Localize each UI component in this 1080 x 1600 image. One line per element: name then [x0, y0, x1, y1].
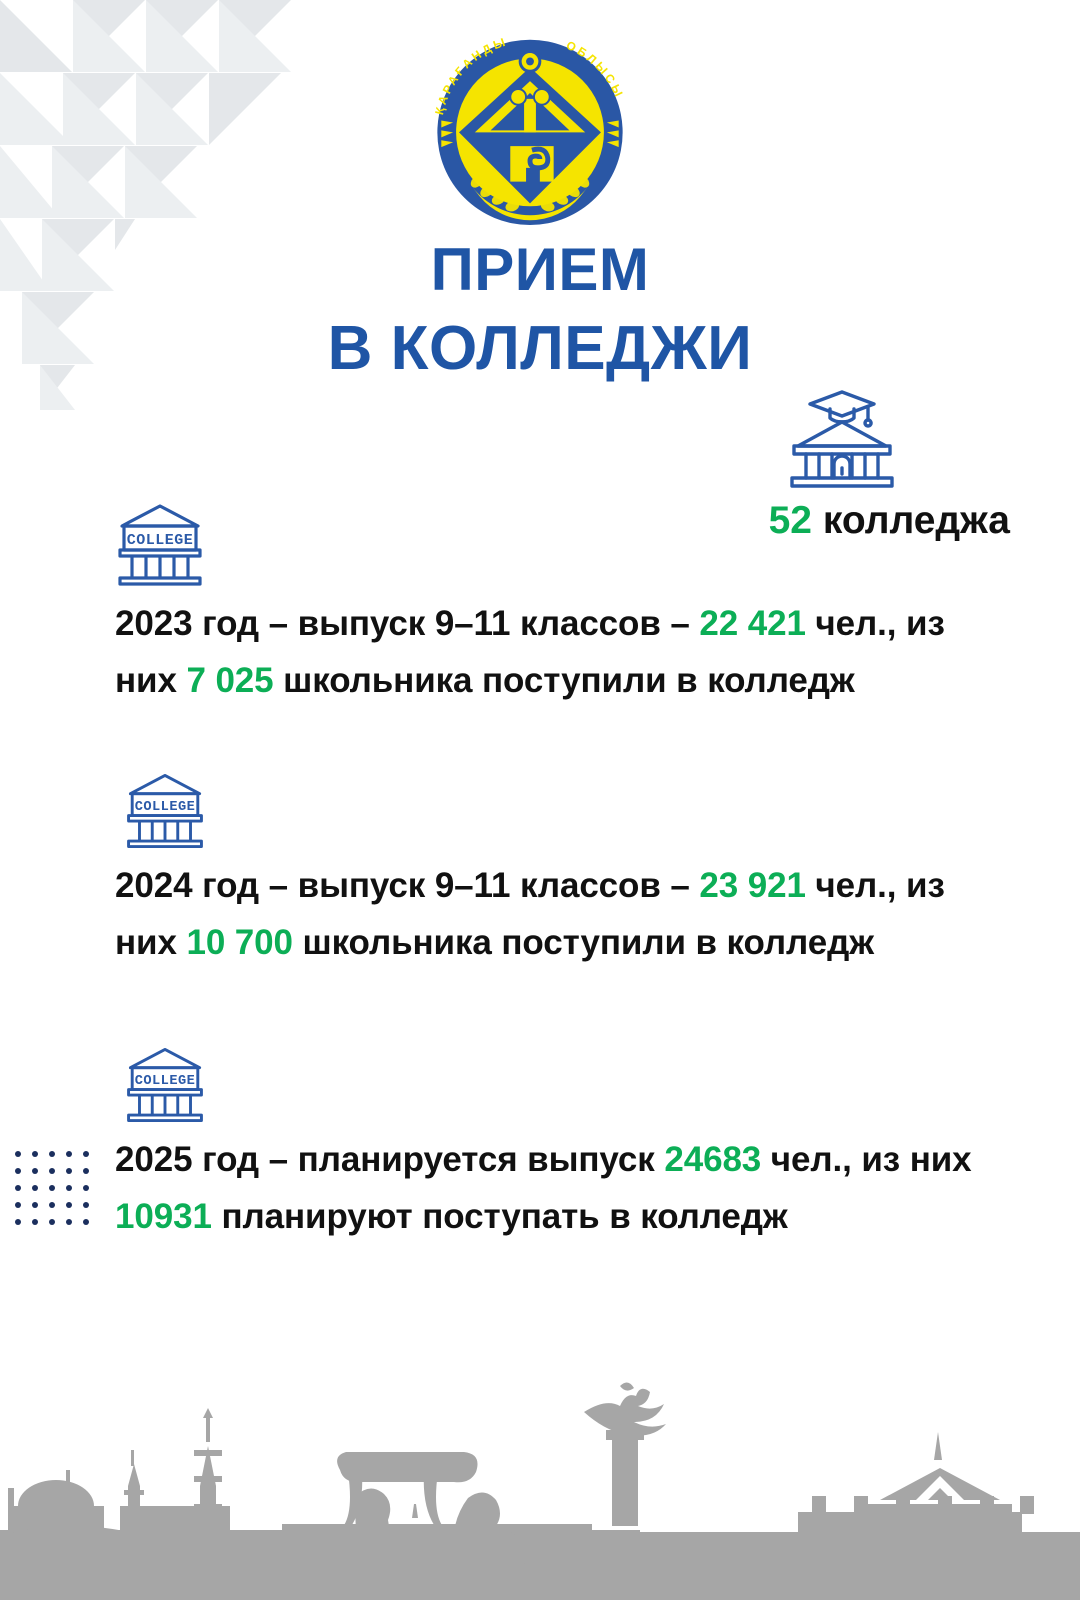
college-icon-label: COLLEGE: [135, 800, 196, 815]
stat-mid-2023: из них: [115, 604, 945, 700]
stat-enrolled-2024: 10 700: [186, 922, 293, 962]
university-graduation-cap-icon: [790, 390, 894, 488]
stat-tail-2025: планируют поступать в колледж: [211, 1196, 788, 1236]
stat-dash-2023: –: [259, 604, 298, 643]
college-count-number: 52: [768, 499, 812, 542]
stat-block-2023: COLLEGE 2023 год – выпуск 9–11 классов –…: [115, 500, 1015, 709]
title-line-2: В КОЛЛЕДЖИ: [327, 313, 753, 383]
page-title: ПРИЕМ В КОЛЛЕДЖИ: [0, 232, 1080, 388]
stat-dash-2024: –: [259, 866, 298, 905]
stat-block-2025: COLLEGE 2025 год – планируется выпуск 24…: [115, 1044, 1015, 1245]
stat-mid-2024: из них: [115, 866, 945, 962]
college-icon-label: COLLEGE: [127, 532, 194, 549]
stat-lead-2023: выпуск 9–11 классов –: [297, 604, 700, 643]
college-building-icon: COLLEGE: [127, 774, 203, 848]
college-count-line: 52 колледжа: [0, 498, 1010, 545]
stat-enrolled-2023: 7 025: [186, 660, 274, 700]
title-line-1: ПРИЕМ: [430, 236, 650, 303]
college-building-icon: COLLEGE: [118, 504, 202, 586]
college-count-label: колледжа: [822, 499, 1010, 542]
stat-tail-2024: школьника поступили в колледж: [292, 922, 875, 962]
stat-lead-2025: планируется выпуск: [297, 1140, 665, 1179]
stat-text-2024: 2024 год – выпуск 9–11 классов – 23 921 …: [115, 770, 1015, 971]
stat-unit-2025: чел.,: [761, 1140, 852, 1179]
stat-text-2025: 2025 год – планируется выпуск 24683 чел.…: [115, 1044, 1015, 1245]
stat-dash-2025: –: [259, 1140, 298, 1179]
karaganda-city-skyline-silhouette: [0, 1382, 1080, 1600]
stat-year-2024: 2024 год: [115, 866, 260, 905]
stat-year-2023: 2023 год: [115, 604, 260, 643]
stat-unit-2023: чел.,: [805, 604, 897, 643]
stat-mid-2025: из них: [861, 1140, 972, 1179]
stat-total-2024: 23 921: [699, 866, 806, 905]
college-building-icon: COLLEGE: [127, 1048, 203, 1122]
stat-total-2025: 24683: [664, 1140, 762, 1179]
college-icon-label: COLLEGE: [135, 1074, 196, 1089]
stat-block-2024: COLLEGE 2024 год – выпуск 9–11 классов –…: [115, 770, 1015, 971]
dot-grid-pattern: [15, 1151, 89, 1225]
triangle-mosaic-pattern: [0, 0, 291, 410]
stat-unit-2024: чел.,: [805, 866, 897, 905]
stat-tail-2023: школьника поступили в колледж: [273, 660, 855, 700]
stat-year-2025: 2025 год: [115, 1140, 260, 1179]
stat-lead-2024: выпуск 9–11 классов –: [297, 866, 700, 905]
stat-text-2023: 2023 год – выпуск 9–11 классов – 22 421 …: [115, 500, 1015, 709]
stat-enrolled-2025: 10931: [115, 1196, 212, 1236]
stat-total-2023: 22 421: [699, 604, 806, 643]
karaganda-region-emblem-icon: ҚАРАҒАНДЫ ОБЛЫСЫ: [432, 34, 624, 226]
